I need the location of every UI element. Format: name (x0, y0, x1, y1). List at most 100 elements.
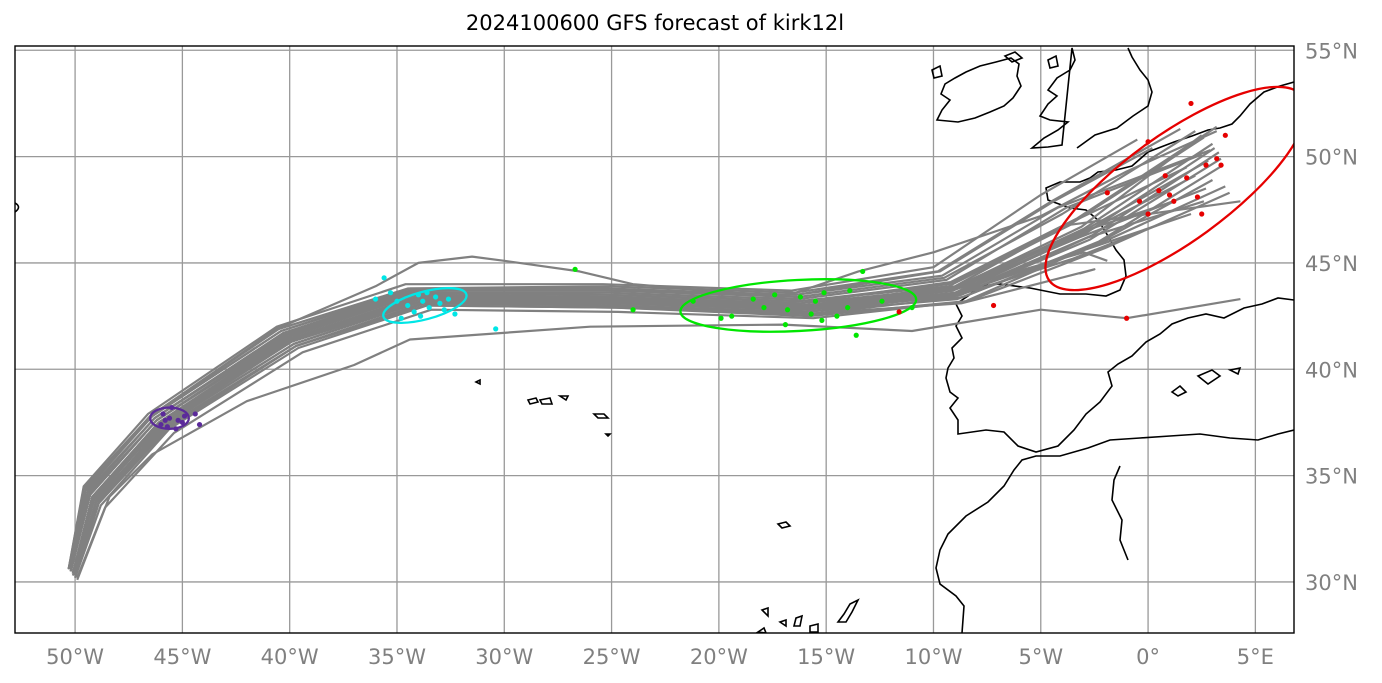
ensemble-track-line (67, 130, 1218, 570)
ensemble-track-line (67, 138, 1138, 570)
forecast-position-point (1136, 198, 1143, 204)
coastline-great-britain (1029, 47, 1153, 149)
forecast-position-point (162, 417, 168, 423)
longitude-tick-label: 0° (1136, 645, 1160, 669)
forecast-position-point (896, 309, 902, 315)
coastline-balearics (1170, 366, 1242, 397)
ensemble-track-line (74, 179, 1214, 579)
forecast-position-point (1145, 211, 1151, 217)
forecast-position-point (181, 413, 188, 419)
longitude-tick-label: 35°W (368, 645, 426, 669)
latitude-ticks: 55°N 50°N 45°N 40°N 35°N 30°N (1305, 39, 1358, 595)
forecast-position-point (1104, 190, 1110, 196)
gridlines (15, 46, 1294, 633)
forecast-position-point (192, 411, 198, 417)
longitude-tick-label: 45°W (153, 645, 211, 669)
ensemble-track-line (69, 200, 1175, 572)
forecast-position-point (405, 302, 411, 309)
forecast-position-point (441, 307, 447, 313)
coastline-canaries (755, 598, 860, 633)
ensemble-track-line (67, 130, 1196, 570)
forecast-position-point (158, 421, 164, 428)
forecast-position-point (420, 298, 426, 304)
forecast-position-point (1124, 315, 1130, 321)
forecast-position-point (452, 311, 458, 317)
forecast-clusters (149, 85, 1294, 432)
forecast-position-point (160, 411, 166, 417)
longitude-tick-label: 20°W (690, 645, 748, 669)
uncertainty-ellipse (149, 406, 190, 430)
forecast-position-point (1184, 175, 1190, 181)
forecast-position-point (729, 313, 735, 319)
forecast-position-point (797, 294, 804, 300)
forecast-position-point (1218, 162, 1224, 168)
latitude-tick-label: 35°N (1305, 465, 1358, 489)
longitude-tick-label: 25°W (583, 645, 641, 669)
forecast-position-point (1194, 194, 1201, 200)
forecast-position-point (1222, 132, 1228, 138)
latitude-tick-label: 30°N (1305, 571, 1358, 595)
forecast-position-point (990, 302, 997, 309)
ensemble-track-line (67, 149, 1211, 570)
forecast-position-point (1214, 156, 1220, 162)
coastline-madeira (776, 521, 792, 529)
forecast-position-point (387, 290, 394, 296)
forecast-position-point (834, 313, 840, 319)
forecast-position-point (196, 421, 203, 428)
uncertainty-ellipse (382, 286, 468, 324)
cluster-red (896, 85, 1294, 321)
forecast-position-point (1156, 188, 1162, 194)
forecast-position-point (1203, 162, 1209, 168)
forecast-position-point (493, 326, 499, 332)
forecast-position-point (718, 315, 724, 321)
forecast-position-point (433, 294, 439, 300)
plot-frame (14, 45, 1295, 634)
forecast-position-point (879, 298, 885, 304)
ensemble-tracks (67, 125, 1241, 581)
cluster-green (572, 266, 918, 338)
forecast-position-point (845, 304, 851, 311)
ensemble-track-line (74, 157, 1222, 576)
ensemble-track-line (74, 268, 1096, 576)
coastline-azores (474, 378, 612, 438)
latitude-tick-label: 50°N (1305, 146, 1358, 170)
forecast-position-point (1171, 198, 1177, 204)
forecast-position-point (847, 287, 853, 294)
longitude-tick-label: 15°W (797, 645, 855, 669)
ensemble-track-line (69, 200, 1241, 572)
forecast-position-point (166, 415, 173, 421)
forecast-position-point (1166, 192, 1173, 198)
forecast-position-point (175, 417, 181, 423)
forecast-position-point (1188, 100, 1194, 107)
forecast-position-point (853, 332, 859, 338)
forecast-position-point (445, 296, 452, 302)
ensemble-track-line (76, 298, 1241, 581)
forecast-position-point (821, 290, 827, 296)
forecast-position-point (437, 300, 443, 306)
longitude-tick-label: 50°W (46, 645, 104, 669)
latitude-tick-label: 55°N (1305, 39, 1358, 63)
forecast-position-point (179, 419, 185, 426)
forecast-position-point (782, 322, 789, 328)
forecast-position-point (784, 307, 791, 313)
longitude-tick-label: 40°W (261, 645, 319, 669)
forecast-position-point (1199, 211, 1205, 217)
longitude-tick-label: 10°W (904, 645, 962, 669)
forecast-position-point (572, 266, 578, 272)
cluster-cyan (372, 275, 499, 332)
latitude-tick-label: 45°N (1305, 252, 1358, 276)
forecast-position-point (630, 307, 636, 313)
ensemble-track-line (71, 147, 1216, 574)
forecast-position-point (860, 268, 866, 275)
uncertainty-ellipse (679, 278, 918, 333)
map-title: 2024100600 GFS forecast of kirk12l (465, 11, 845, 35)
forecast-position-point (1162, 173, 1168, 179)
forecast-position-point (761, 304, 767, 311)
coastline-africa (935, 429, 1294, 633)
ensemble-track-line (76, 191, 1231, 579)
longitude-tick-label: 5°E (1237, 645, 1274, 669)
forecast-position-point (426, 304, 432, 311)
coastline-scottish-islands (931, 51, 1059, 79)
forecast-position-point (808, 311, 814, 317)
forecast-position-point (812, 298, 819, 304)
